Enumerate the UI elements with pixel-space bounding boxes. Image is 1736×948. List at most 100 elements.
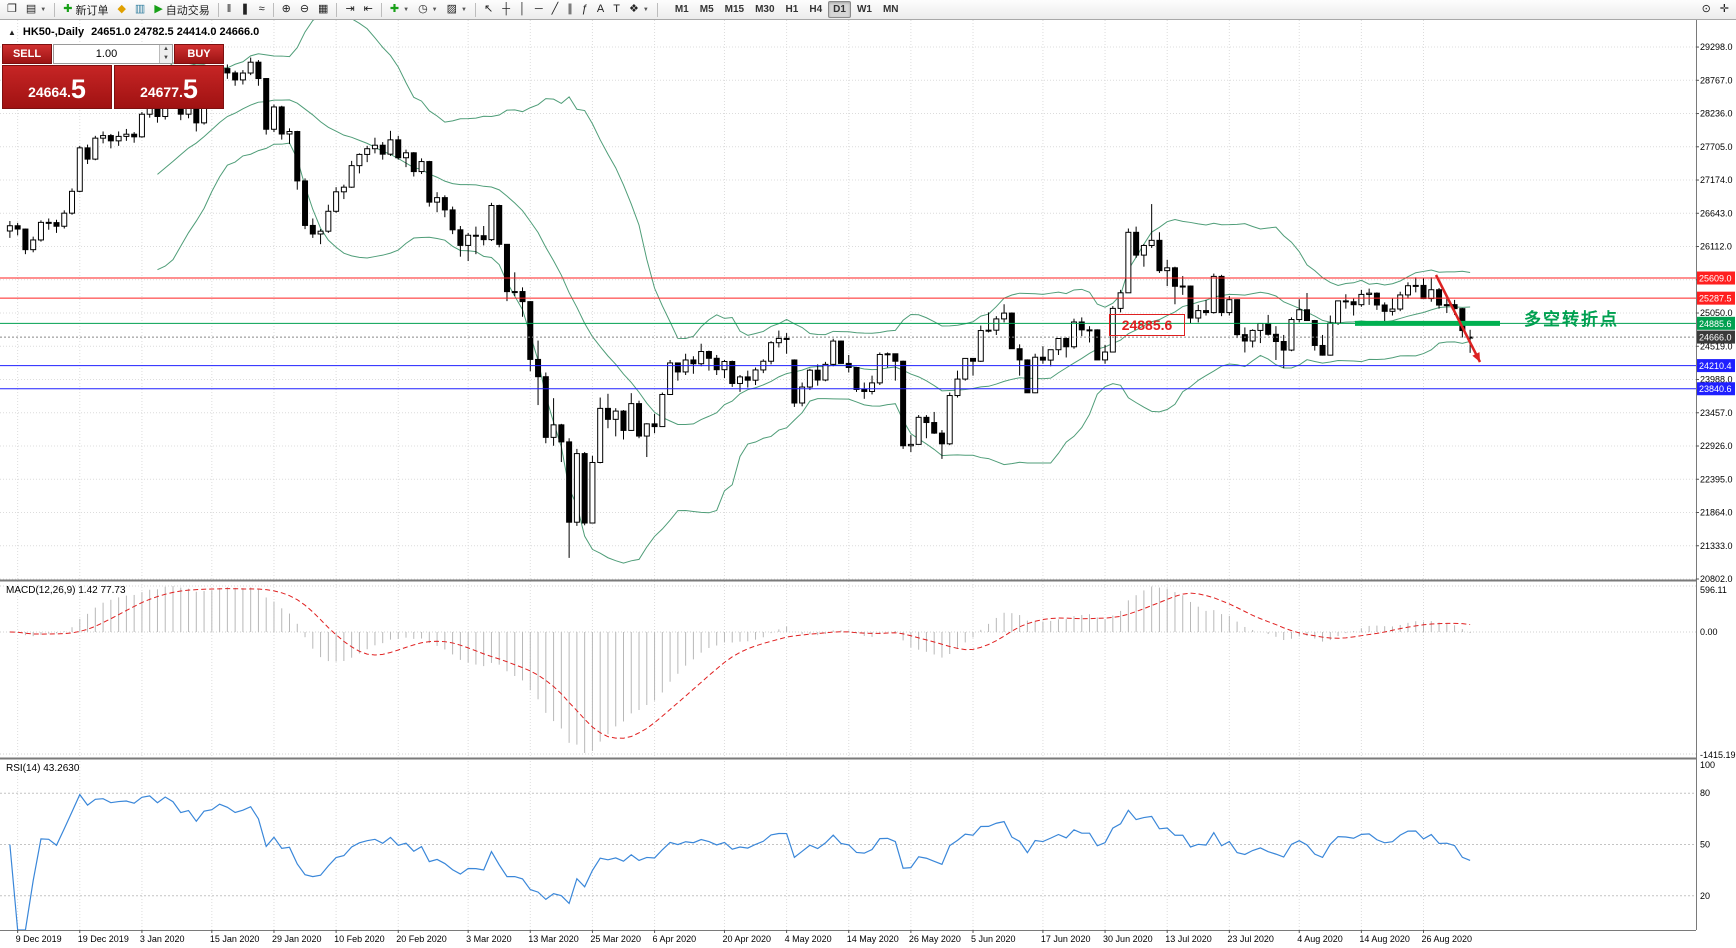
cursor-mode-icon: ✛ (1719, 3, 1729, 15)
svg-text:20802.0: 20802.0 (1700, 574, 1733, 584)
svg-text:23840.6: 23840.6 (1699, 384, 1732, 394)
buy-price-button[interactable]: 24677. 5 (114, 65, 224, 109)
dropdown-caret-icon: ▼ (40, 6, 47, 13)
terminal-button[interactable]: ▥ (131, 1, 149, 18)
volume-value[interactable]: 1.00 (95, 48, 118, 60)
timeframe-m30-button[interactable]: M30 (755, 4, 775, 15)
svg-text:50: 50 (1700, 840, 1710, 850)
auto-scroll-button[interactable]: ⇥ (341, 1, 358, 18)
svg-text:15 Jan 2020: 15 Jan 2020 (210, 934, 260, 944)
timeframe-h4-button[interactable]: H4 (809, 4, 823, 15)
volume-input[interactable]: 1.00 ▲ ▼ (53, 44, 173, 64)
timeframe-m15-button[interactable]: M15 (724, 4, 745, 15)
crosshair-button[interactable]: ┼ (498, 1, 514, 18)
text-button[interactable]: A (593, 1, 608, 18)
timeframe-mn-button[interactable]: MN (882, 4, 899, 15)
svg-text:17 Jun 2020: 17 Jun 2020 (1041, 934, 1091, 944)
svg-text:-1415.19: -1415.19 (1700, 750, 1736, 760)
periods-button[interactable]: ◷ ▼ (414, 1, 442, 18)
svg-text:13 Jul 2020: 13 Jul 2020 (1165, 934, 1212, 944)
periods-icon: ◷ (418, 3, 428, 15)
arrows-button[interactable]: ❖ ▼ (625, 1, 653, 18)
auto-scroll-icon: ⇥ (345, 3, 355, 15)
tile-windows-button[interactable]: ▦ (314, 1, 332, 18)
rsi-indicator-label: RSI(14) 43.2630 (6, 763, 80, 774)
terminal-icon: ▥ (134, 3, 146, 15)
zoom-in-icon: ⊕ (281, 3, 291, 15)
timeframe-switcher: M1 M5 M15 M30 H1 H4 D1 W1 MN (670, 1, 904, 18)
svg-text:29298.0: 29298.0 (1700, 42, 1733, 52)
profiles-button[interactable]: ▤ ▼ (22, 1, 50, 18)
svg-text:596.11: 596.11 (1700, 585, 1727, 595)
trendline-button[interactable]: ╱ (548, 1, 563, 18)
horizontal-line-objects[interactable] (0, 277, 1696, 390)
svg-text:28236.0: 28236.0 (1700, 109, 1733, 119)
svg-text:100: 100 (1700, 760, 1715, 770)
svg-text:10 Feb 2020: 10 Feb 2020 (334, 934, 385, 944)
one-click-collapse-icon[interactable]: ▲ (8, 27, 16, 37)
spinner-up-icon[interactable]: ▲ (160, 45, 172, 54)
toolbar-separator (217, 2, 219, 17)
svg-text:25050.0: 25050.0 (1700, 308, 1733, 318)
sell-price-button[interactable]: 24664. 5 (2, 65, 112, 109)
autotrading-icon: ▶ (154, 3, 163, 15)
svg-text:3 Jan 2020: 3 Jan 2020 (140, 934, 185, 944)
svg-text:21864.0: 21864.0 (1700, 508, 1733, 518)
new-order-button[interactable]: ✚ 新订单 (59, 1, 112, 18)
horizontal-line-button[interactable]: ─ (531, 1, 547, 18)
svg-text:26643.0: 26643.0 (1700, 208, 1733, 218)
trend-arrow[interactable] (1434, 274, 1482, 363)
sell-button[interactable]: SELL (2, 44, 52, 64)
panel-separators (0, 579, 1736, 931)
text-label-icon: T (613, 3, 620, 15)
indicators-button[interactable]: ✚ ▼ (386, 1, 413, 18)
cursor-button[interactable]: ↖ (480, 1, 497, 18)
svg-text:24519.0: 24519.0 (1700, 341, 1733, 351)
note-annotation[interactable]: 多空转折点 (1524, 310, 1619, 329)
channel-button[interactable]: ∥ (563, 1, 577, 18)
timeframe-d1-button[interactable]: D1 (828, 1, 851, 18)
dropdown-caret-icon: ▼ (642, 6, 649, 13)
svg-text:14 Aug 2020: 14 Aug 2020 (1359, 934, 1410, 944)
svg-text:24666.0: 24666.0 (1699, 333, 1732, 343)
chart-shift-button[interactable]: ⇤ (360, 1, 377, 18)
tile-windows-icon: ▦ (318, 3, 329, 15)
chart-title: ▲ HK50-,Daily 24651.0 24782.5 24414.0 24… (8, 26, 259, 38)
svg-text:22926.0: 22926.0 (1700, 441, 1733, 451)
zoom-out-icon: ⊖ (299, 3, 310, 15)
timeframe-w1-button[interactable]: W1 (856, 4, 872, 15)
zoom-in-button[interactable]: ⊕ (278, 1, 295, 18)
price-annotation-box[interactable]: 24885.6 (1109, 314, 1185, 336)
new-chart-icon: ❐ (7, 3, 17, 15)
svg-text:26112.0: 26112.0 (1700, 242, 1732, 252)
metaeditor-icon: ◆ (117, 3, 126, 15)
line-chart-button[interactable]: ≈ (255, 1, 269, 18)
metaeditor-button[interactable]: ◆ (113, 1, 129, 18)
new-chart-button[interactable]: ❐ (3, 1, 21, 18)
chart-shift-icon: ⇤ (363, 3, 373, 15)
buy-button[interactable]: BUY (174, 44, 224, 64)
cursor-mode-button[interactable]: ✛ (1716, 1, 1733, 18)
autotrading-button[interactable]: ▶ 自动交易 (150, 1, 213, 18)
spinner-down-icon[interactable]: ▼ (160, 54, 172, 63)
timeframe-h1-button[interactable]: H1 (785, 4, 799, 15)
search-button[interactable]: ⊙ (1698, 1, 1715, 18)
templates-button[interactable]: ▨ ▼ (443, 1, 471, 18)
timeframe-m1-button[interactable]: M1 (674, 4, 689, 15)
zoom-out-button[interactable]: ⊖ (296, 1, 313, 18)
candlestick-chart-button[interactable]: ❚ (236, 1, 253, 18)
volume-spinner[interactable]: ▲ ▼ (159, 45, 172, 63)
chart-canvas[interactable]: 29298.0 28767.0 28236.0 27705.0 27174.0 26643… (0, 20, 1736, 948)
svg-text:21333.0: 21333.0 (1700, 541, 1733, 551)
svg-text:29 Jan 2020: 29 Jan 2020 (272, 934, 322, 944)
text-icon: A (596, 3, 605, 15)
horizontal-line-icon: ─ (534, 3, 543, 15)
new-order-button-label: 新订单 (75, 4, 109, 17)
fibonacci-button[interactable]: ƒ (578, 1, 592, 18)
svg-text:4 Aug 2020: 4 Aug 2020 (1297, 934, 1343, 944)
vertical-line-button[interactable]: │ (515, 1, 530, 18)
bar-chart-button[interactable]: ‖ (223, 1, 236, 18)
text-label-button[interactable]: T (609, 1, 624, 18)
timeframe-m5-button[interactable]: M5 (699, 4, 714, 15)
toolbar-separator (380, 2, 382, 17)
